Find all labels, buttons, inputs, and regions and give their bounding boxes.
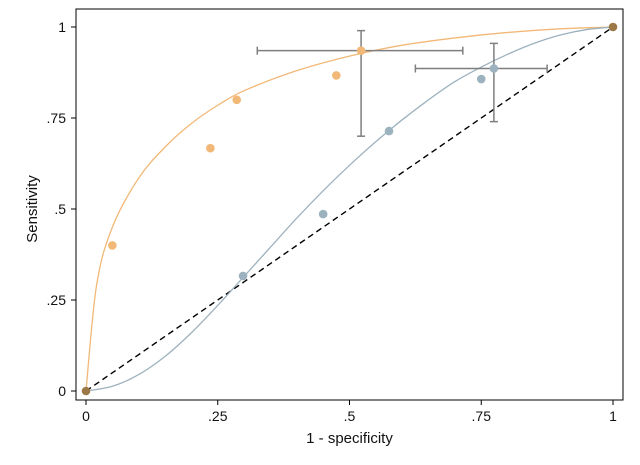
reference-layer [85,26,614,392]
orange-data-point [206,143,215,153]
y-tick-label: .5 [54,201,66,217]
orange-data-point [356,46,366,55]
orange-data-point [232,95,242,105]
y-tick-label: 1 [58,19,66,35]
error-bar [414,42,548,123]
blue-data-point [318,209,328,219]
y-axis-title: Sensitivity [24,175,41,243]
endpoint-data-point [608,22,618,32]
x-tick-label: .25 [208,408,228,424]
x-tick-label: .75 [472,408,492,424]
curve-layer [85,26,614,392]
orange-data-point [108,241,117,250]
x-tick-label: 1 [609,408,617,424]
orange-fitted-curve [85,26,614,392]
x-tick-label: 0 [82,408,90,424]
blue-data-point [489,64,499,73]
blue-fitted-curve [85,26,614,392]
orange-data-point [332,71,341,80]
y-tick-label: .75 [47,110,67,126]
reference-diagonal-line [85,26,614,392]
endpoint-data-point [81,386,91,396]
blue-data-point [384,126,394,136]
y-axis-ticks: 0 .25 .5 .75 1 [47,19,76,399]
blue-data-point [238,271,248,281]
x-axis-ticks: 0 .25 .5 .75 1 [82,400,617,424]
y-tick-label: 0 [58,383,66,399]
y-tick-label: .25 [47,292,67,308]
x-axis-title: 1 - specificity [306,430,393,447]
x-tick-label: .5 [344,408,356,424]
error-bar [256,29,464,137]
plot-frame [75,8,624,401]
blue-data-point [476,74,486,84]
point-layer [81,22,618,396]
